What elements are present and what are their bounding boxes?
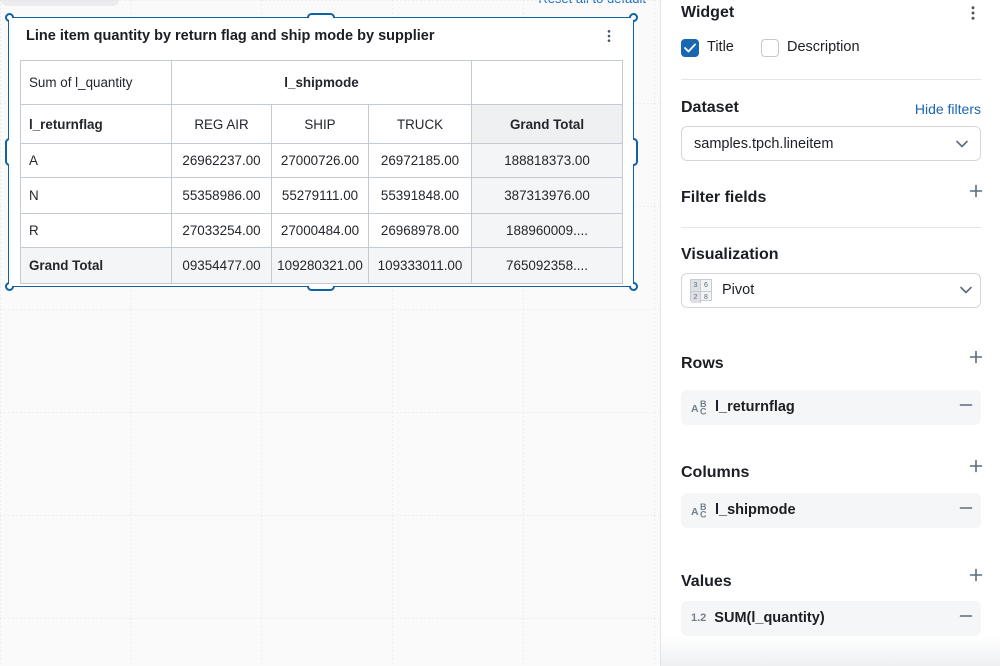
svg-text:A: A <box>691 403 699 415</box>
svg-text:C: C <box>700 510 707 519</box>
svg-text:A: A <box>691 506 699 518</box>
svg-text:C: C <box>700 407 707 416</box>
